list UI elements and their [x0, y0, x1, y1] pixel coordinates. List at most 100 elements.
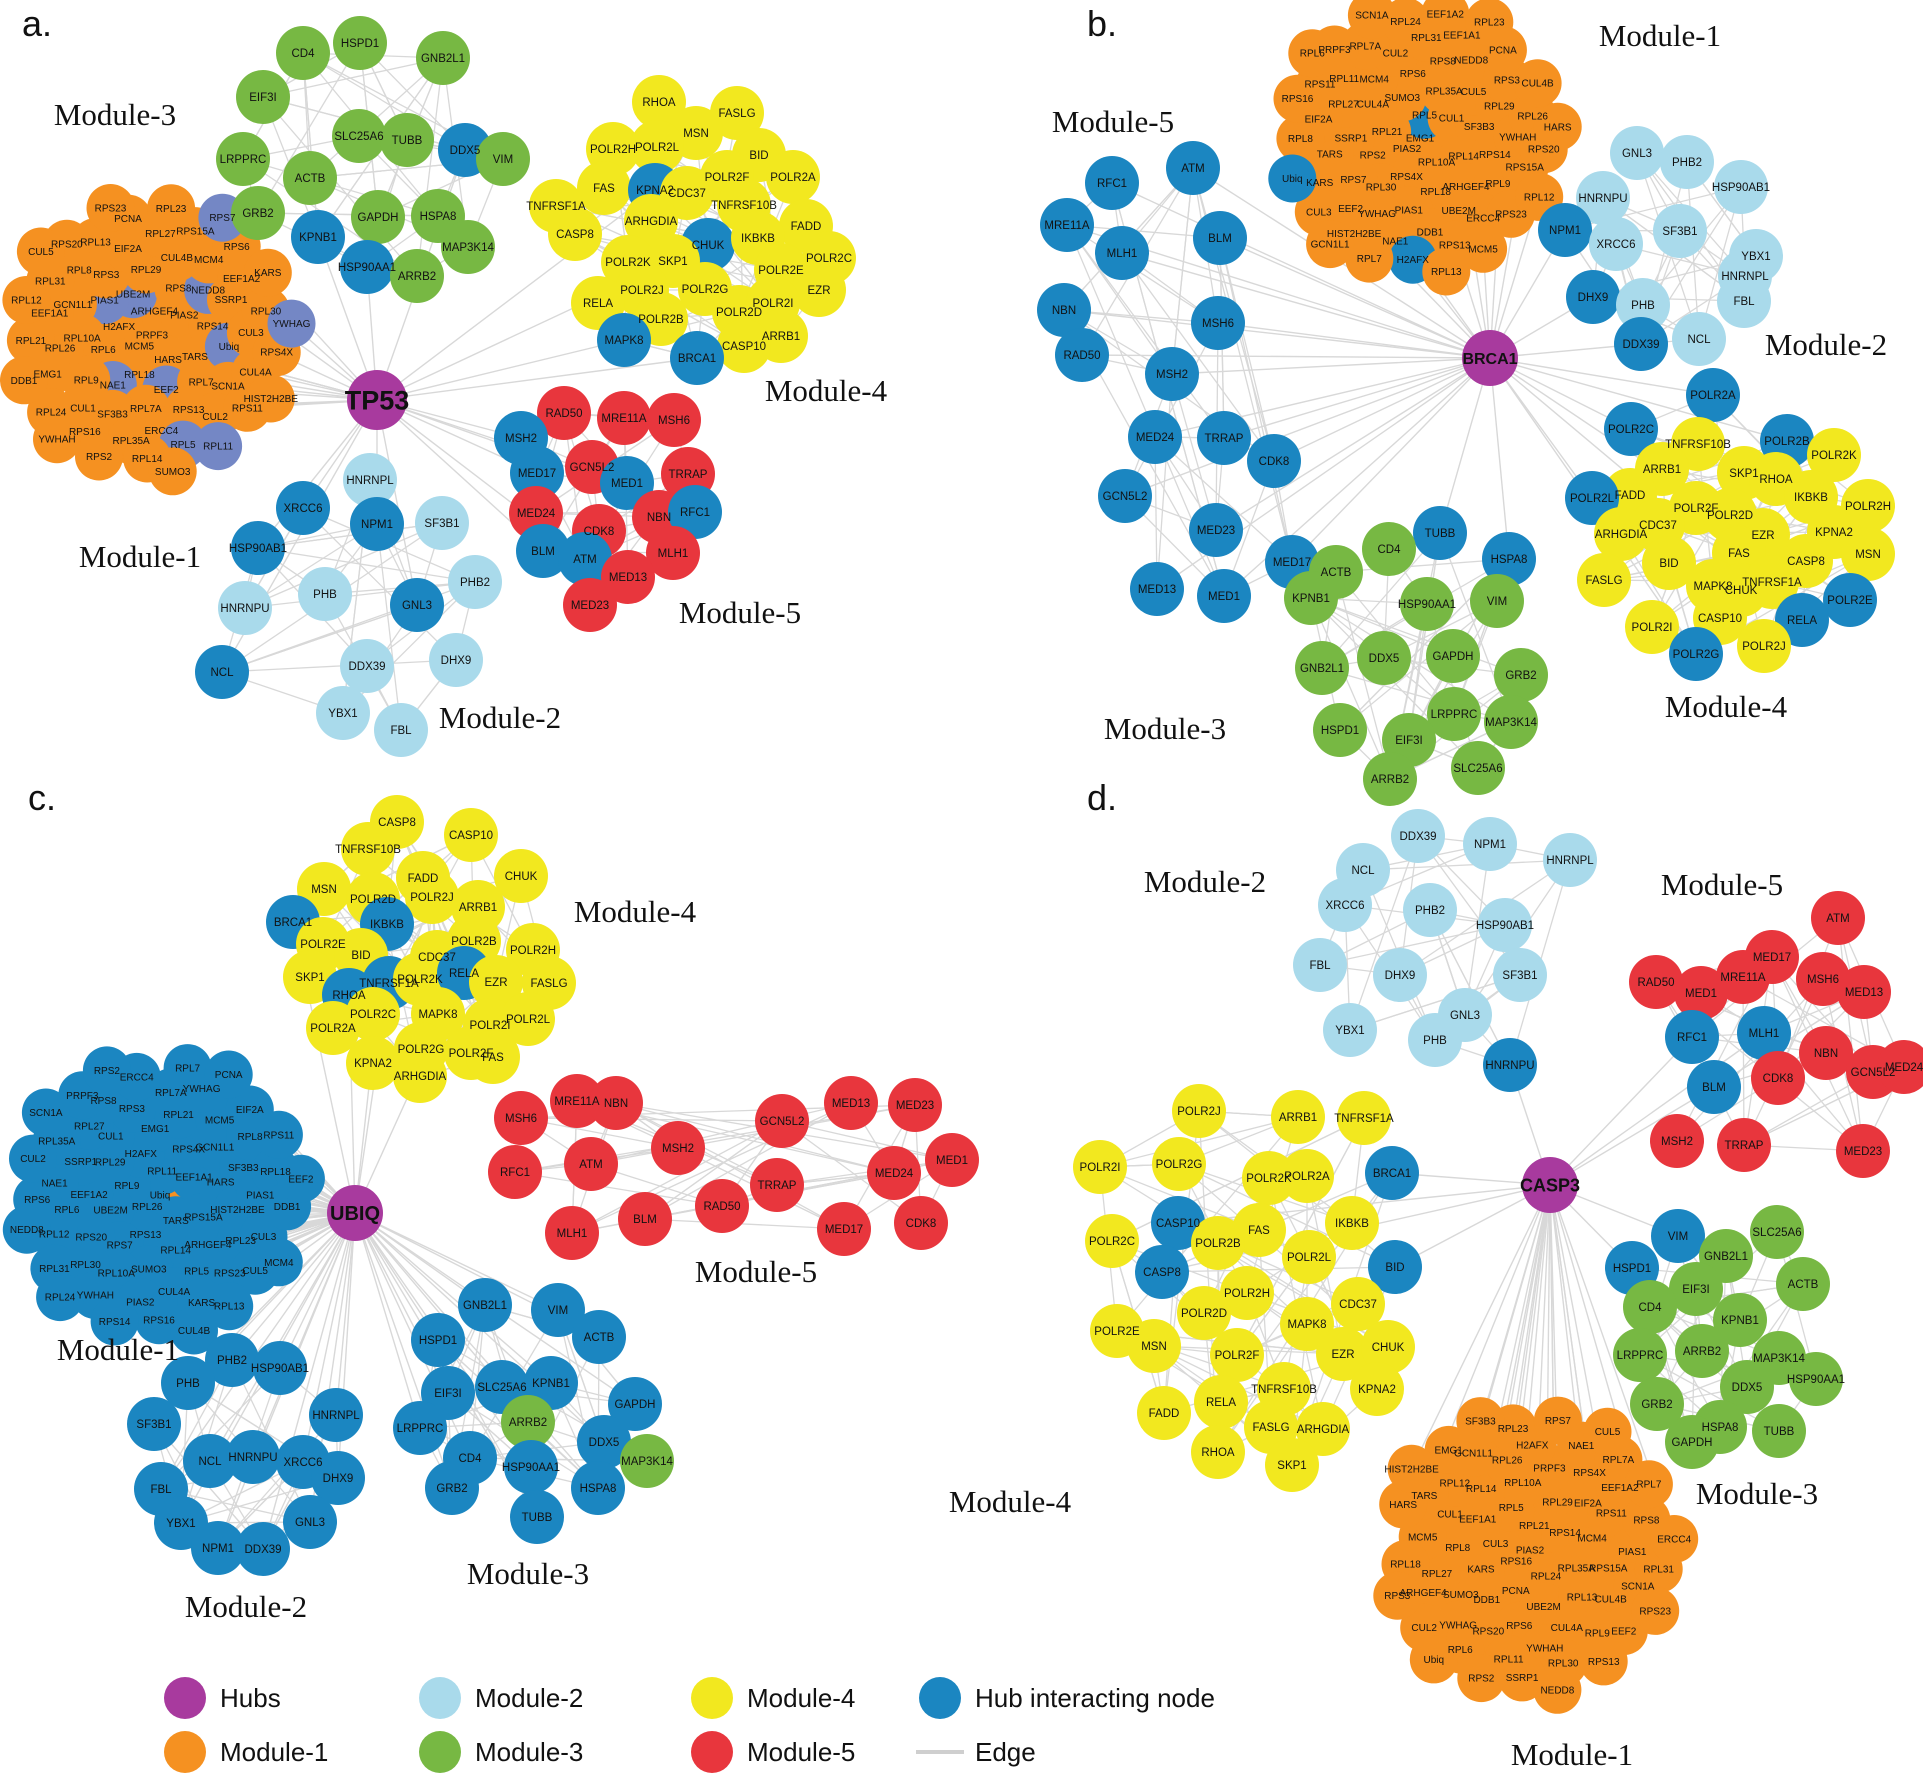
node-CUL5: [1583, 1407, 1632, 1456]
node-MED17: [817, 1202, 871, 1256]
node-BID: [1368, 1240, 1422, 1294]
node-RHOA: [632, 75, 686, 129]
node-BLM: [1687, 1060, 1741, 1114]
node-POLR2L: [501, 992, 555, 1046]
edge: [262, 1212, 356, 1550]
node-DDX39: [1391, 809, 1445, 863]
node-EEF1A2: [1421, 0, 1470, 39]
node-POLR2H: [1220, 1266, 1274, 1320]
node-POLR2F: [1210, 1328, 1264, 1382]
node-ACTB: [1776, 1257, 1830, 1311]
node-DDB1: [0, 356, 48, 405]
edge: [1676, 978, 1824, 1142]
node-RPL21: [6, 316, 55, 365]
node-ARHGDIA: [624, 194, 678, 248]
node-RPL13: [205, 1282, 254, 1331]
node-CDK8: [1247, 434, 1301, 488]
node-EZR: [1316, 1327, 1370, 1381]
node-RPL6: [1288, 29, 1337, 78]
legend-label: Module-3: [475, 1737, 583, 1767]
node-MLH1: [545, 1206, 599, 1260]
edge: [644, 1218, 845, 1230]
node-GNB2L1: [458, 1278, 512, 1332]
edge: [1161, 1266, 1396, 1273]
node-FBL: [374, 703, 428, 757]
edge: [1217, 322, 1491, 359]
node-POLR2K: [1242, 1151, 1296, 1205]
edge: [302, 52, 319, 238]
node-SUMO3: [148, 447, 197, 496]
node-MED13: [601, 550, 655, 604]
node-GAPDH: [351, 190, 405, 244]
node-DDX39: [340, 639, 394, 693]
edge: [257, 547, 476, 583]
node-POLR2G: [1152, 1137, 1206, 1191]
node-CUL5: [16, 227, 65, 276]
node-NCL: [183, 1434, 237, 1488]
node-DDX39: [1614, 317, 1668, 371]
edge: [1319, 924, 1506, 966]
node-MED23: [1836, 1124, 1890, 1178]
node-XRCC6: [276, 481, 330, 535]
edge: [776, 1159, 953, 1186]
node-POLR2J: [1172, 1084, 1226, 1138]
legend-label: Module-2: [475, 1683, 583, 1713]
edge: [1171, 373, 1217, 531]
node-PHB2: [1660, 135, 1714, 189]
node-YBX1: [316, 686, 370, 740]
edge: [217, 1414, 337, 1549]
node-SKP1: [1265, 1438, 1319, 1492]
node-PHB2: [448, 555, 502, 609]
node-KPNB1: [524, 1356, 578, 1410]
node-Ubiq: [1268, 154, 1317, 203]
legend-label: Edge: [975, 1737, 1036, 1767]
node-TRRAP: [1197, 411, 1251, 465]
node-RPL7: [1345, 234, 1394, 283]
node-SLC25A6: [1750, 1205, 1804, 1259]
node-HNRNPL: [309, 1388, 363, 1442]
node-GNB2L1: [1295, 641, 1349, 695]
node-HNRNPU: [1483, 1038, 1537, 1092]
node-FBL: [1293, 938, 1347, 992]
edge: [514, 1171, 723, 1207]
node-EZR: [469, 955, 523, 1009]
edge: [1121, 252, 1491, 359]
node-ARHGDIA: [1296, 1402, 1350, 1456]
legend-swatch-module-3: [419, 1731, 461, 1773]
edge: [221, 659, 457, 673]
node-DHX9: [429, 633, 483, 687]
node-POLR2K: [1807, 428, 1861, 482]
edge: [1362, 859, 1571, 871]
node-MRE11A: [550, 1074, 604, 1128]
node-DDX5: [1357, 631, 1411, 685]
edge: [244, 581, 476, 609]
edge: [1489, 357, 1788, 442]
node-ATM: [564, 1137, 618, 1191]
legend-label: Hub interacting node: [975, 1683, 1215, 1713]
node-POLR2I: [1073, 1140, 1127, 1194]
node-GCN5L2: [755, 1094, 809, 1148]
edge: [644, 1120, 783, 1220]
node-RPS3: [1373, 1571, 1422, 1620]
node-BRCA1: [670, 331, 724, 385]
node-TRRAP: [750, 1158, 804, 1212]
node-TNFRSF1A: [1337, 1091, 1391, 1145]
edge: [376, 189, 656, 401]
edge: [1349, 835, 1419, 1031]
node-GRB2: [231, 186, 285, 240]
node-RPL7: [163, 1044, 212, 1093]
legend-label: Module-4: [747, 1683, 855, 1713]
node-DDX39: [236, 1522, 290, 1576]
edge: [262, 57, 444, 98]
legend-label: Module-5: [747, 1737, 855, 1767]
node-MED1: [600, 456, 654, 510]
edge: [257, 399, 378, 549]
node-POLR2I: [1625, 600, 1679, 654]
node-PHB2: [1403, 883, 1457, 937]
edge: [376, 339, 625, 401]
node-RPS2: [1457, 1654, 1506, 1703]
node-DHX9: [311, 1451, 365, 1505]
node-RPS14: [90, 1297, 139, 1346]
node-RFC1: [1085, 156, 1139, 210]
node-HSPD1: [333, 16, 387, 70]
